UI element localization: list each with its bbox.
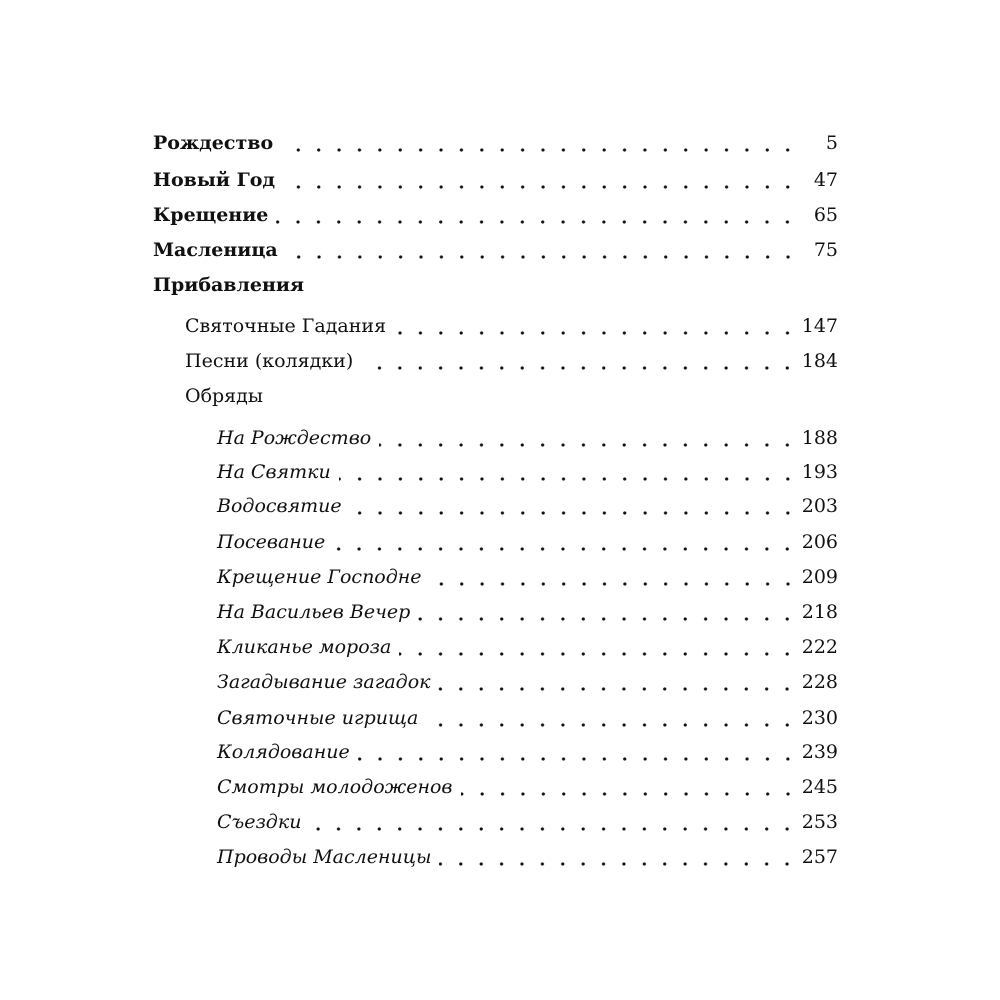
toc-entry-page-number: 203	[801, 495, 838, 517]
toc-entry[interactable]: Кликанье мороза 222	[217, 632, 838, 662]
dot-leader	[418, 615, 798, 623]
toc-entry[interactable]: На Рождество 188	[217, 423, 838, 453]
dot-leader	[283, 183, 798, 191]
dot-leader	[429, 580, 798, 588]
toc-entry[interactable]: Колядование 239	[217, 737, 838, 767]
toc-entry-title: Святочные Гадания	[185, 315, 387, 337]
toc-entry-page-number: 147	[801, 315, 838, 337]
toc-entry[interactable]: Святочные игрища 230	[217, 703, 838, 733]
dot-leader	[349, 509, 798, 517]
toc-entry[interactable]: Обряды	[185, 381, 838, 411]
toc-entry-page-number: 184	[801, 350, 838, 372]
toc-entry[interactable]: Посевание 206	[217, 527, 838, 557]
dot-leader	[338, 475, 798, 483]
toc-entry-title: Песни (колядки)	[185, 350, 354, 372]
toc-entry-title: Рождество	[153, 132, 274, 154]
dot-leader	[276, 218, 798, 226]
toc-entry-title: Крещение	[153, 204, 269, 226]
dot-leader	[399, 650, 798, 658]
toc-entry[interactable]: Масленица 75	[153, 235, 838, 265]
toc-entry-title: Кликанье мороза	[217, 636, 392, 658]
toc-entry-title: Загадывание загадок	[217, 671, 431, 693]
toc-entry-page-number: 188	[801, 427, 838, 449]
dot-leader	[357, 755, 798, 763]
toc-entry-page-number: 222	[801, 636, 838, 658]
toc-entry[interactable]: Смотры молодоженов 245	[217, 772, 838, 802]
toc-entry-page-number: 193	[801, 461, 838, 483]
dot-leader	[309, 825, 798, 833]
toc-entry-page-number: 257	[801, 846, 838, 868]
toc-entry[interactable]: Загадывание загадок 228	[217, 667, 838, 697]
toc-entry-page-number: 230	[801, 707, 838, 729]
toc-entry-title: Водосвятие	[217, 495, 342, 517]
dot-leader	[285, 253, 798, 261]
toc-entry-title: На Святки	[217, 461, 331, 483]
toc-entry-page-number: 228	[801, 671, 838, 693]
toc-entry-title: Проводы Масленицы	[217, 846, 432, 868]
dot-leader	[426, 721, 798, 729]
toc-entry-title: Посевание	[217, 531, 326, 553]
toc-entry[interactable]: Новый Год 47	[153, 165, 838, 195]
toc-entry[interactable]: Крещение 65	[153, 200, 838, 230]
toc-entry-title: Крещение Господне	[217, 566, 422, 588]
toc-entry-title: На Рождество	[217, 427, 372, 449]
toc-entry[interactable]: Водосвятие 203	[217, 491, 838, 521]
toc-entry-page-number: 206	[801, 531, 838, 553]
toc-entry[interactable]: Прибавления	[153, 270, 838, 300]
toc-entry-page-number: 245	[801, 776, 838, 798]
toc-entry-title: Съездки	[217, 811, 302, 833]
toc-entry-page-number: 65	[813, 204, 838, 226]
dot-leader	[438, 685, 798, 693]
dot-leader	[281, 146, 798, 154]
dot-leader	[333, 545, 798, 553]
toc-entry[interactable]: Рождество 5	[153, 128, 838, 158]
toc-entry-title: Колядование	[217, 741, 350, 763]
toc-entry[interactable]: Крещение Господне 209	[217, 562, 838, 592]
toc-entry-title: На Васильев Вечер	[217, 601, 411, 623]
toc-entry[interactable]: Проводы Масленицы 257	[217, 842, 838, 872]
toc-entry[interactable]: Песни (колядки) 184	[185, 346, 838, 376]
toc-entry-title: Смотры молодоженов	[217, 776, 453, 798]
dot-leader	[394, 329, 798, 337]
dot-leader	[439, 860, 798, 868]
toc-entry-title: Обряды	[185, 385, 263, 407]
toc-entry-title: Прибавления	[153, 274, 305, 296]
toc-entry-title: Масленица	[153, 239, 278, 261]
toc-entry[interactable]: На Васильев Вечер 218	[217, 597, 838, 627]
toc-entry-page-number: 75	[813, 239, 838, 261]
dot-leader	[379, 441, 798, 449]
dot-leader	[361, 364, 798, 372]
toc-entry-title: Святочные игрища	[217, 707, 419, 729]
toc-entry[interactable]: Святочные Гадания 147	[185, 311, 838, 341]
toc-entry-page-number: 5	[825, 132, 838, 154]
toc-entry-title: Новый Год	[153, 169, 276, 191]
toc-entry[interactable]: На Святки 193	[217, 457, 838, 487]
toc-entry-page-number: 239	[801, 741, 838, 763]
toc-entry-page-number: 209	[801, 566, 838, 588]
toc-entry-page-number: 47	[813, 169, 838, 191]
toc-entry[interactable]: Съездки 253	[217, 807, 838, 837]
toc-entry-page-number: 218	[801, 601, 838, 623]
toc-entry-page-number: 253	[801, 811, 838, 833]
dot-leader	[460, 790, 798, 798]
